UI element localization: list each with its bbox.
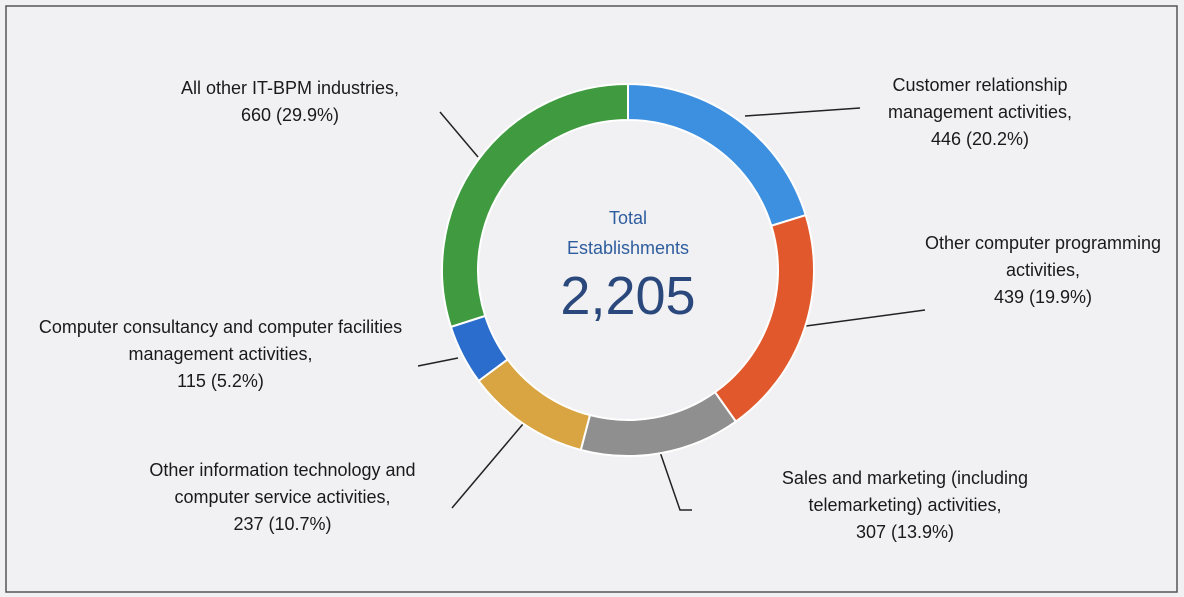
slice [441, 82, 629, 329]
slice [477, 358, 592, 452]
leader-line [451, 423, 524, 509]
value-label: 237 (10.7%) [233, 514, 332, 534]
category-label: Computer consultancy and computer facili… [38, 317, 403, 364]
leader-line [805, 309, 926, 327]
slice-label: All other IT-BPM industries, 660 (29.9%) [130, 75, 450, 129]
leader-line [417, 357, 459, 367]
value-label: 446 (20.2%) [930, 129, 1030, 149]
center-title: Total Establishments [566, 208, 690, 258]
slice-label: Computer consultancy and computer facili… [18, 314, 423, 395]
value-label: 660 (29.9%) [240, 105, 340, 125]
frame [5, 5, 1178, 593]
category-label: Sales and marketing (including telemarke… [781, 468, 1029, 515]
slice-label: Sales and marketing (including telemarke… [735, 465, 1075, 546]
slice [713, 213, 815, 423]
category-label: Other information technology and compute… [149, 460, 416, 507]
category-label: All other IT-BPM industries, [180, 78, 400, 98]
slice-label: Other computer programming activities, 43… [908, 230, 1178, 311]
value-label: 307 (13.9%) [855, 522, 955, 542]
center-value: 2,205 [560, 266, 696, 326]
category-label: Other computer programming activities, [924, 233, 1162, 280]
leader-line [744, 107, 861, 117]
slice [579, 390, 738, 457]
slice-label: Other information technology and compute… [110, 457, 455, 538]
leader-line [659, 451, 692, 511]
leader-line [439, 111, 479, 158]
category-label: Customer relationship management activit… [887, 75, 1073, 122]
value-label: 115 (5.2%) [177, 371, 264, 391]
value-label: 439 (19.9%) [993, 287, 1093, 307]
slice-label: Customer relationship management activit… [840, 72, 1120, 153]
